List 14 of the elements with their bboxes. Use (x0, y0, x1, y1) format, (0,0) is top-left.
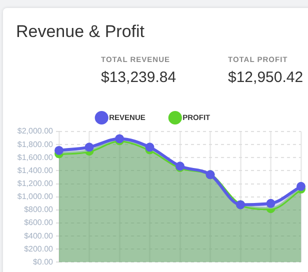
text: $12,950.42 (228, 69, 304, 86)
y-tick-label: $1,000.00 (17, 192, 54, 202)
y-tick-label: $2,000.00 (17, 126, 54, 136)
y-tick-label: $1,600.00 (17, 152, 54, 162)
y-tick-label: $1,200.00 (17, 178, 54, 188)
y-tick-label: $1,400.00 (17, 166, 54, 175)
y-tick-label: $800.00 (24, 205, 54, 214)
y-tick-label: $1,800.00 (17, 140, 54, 149)
y-tick-label: $600.00 (24, 218, 54, 228)
y-tick-label: $200.00 (24, 244, 54, 254)
y-tick-label: $400.00 (24, 231, 54, 240)
chart-title: Revenue & Profit (16, 22, 145, 42)
text: $13,239.84 (101, 69, 176, 86)
y-tick-label: $0.00 (32, 257, 54, 266)
